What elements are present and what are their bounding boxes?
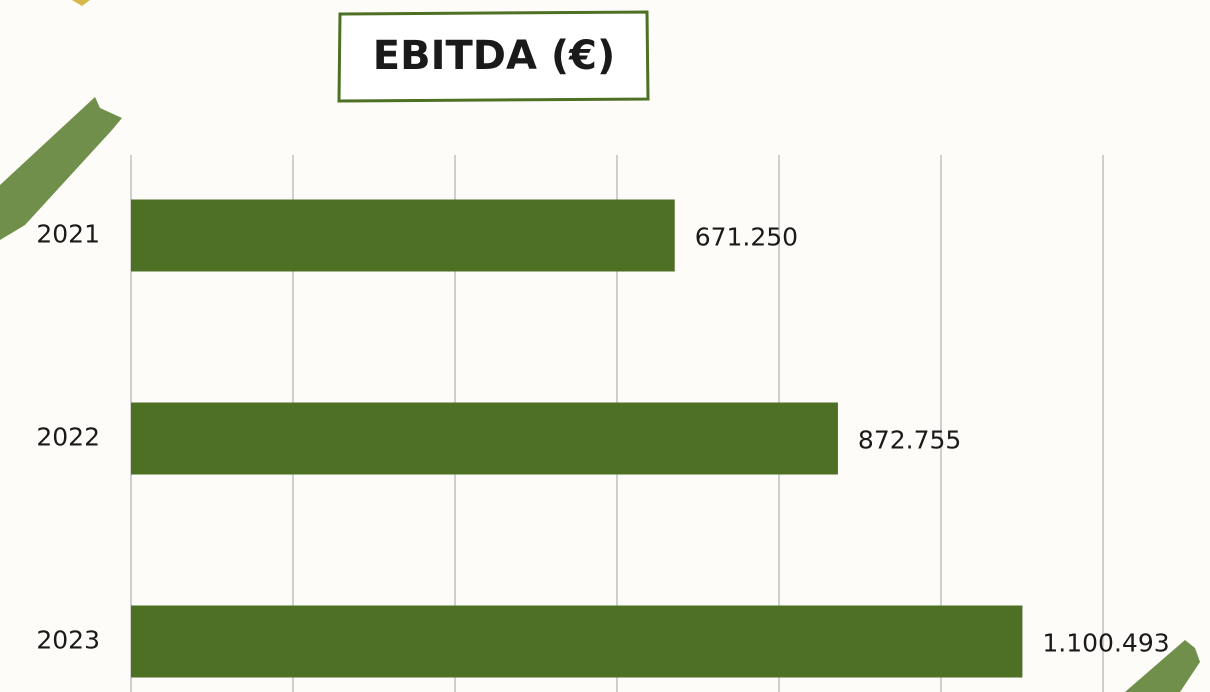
value-label: 1.100.493 (1042, 629, 1169, 658)
brush-stroke (1125, 640, 1200, 692)
value-label: 872.755 (858, 426, 961, 455)
brush-stroke (0, 97, 122, 240)
value-label: 671.250 (695, 223, 798, 252)
bar (131, 605, 1023, 678)
y-tick-label: 2021 (36, 220, 100, 249)
bar (131, 199, 675, 272)
bars: 2021 671.250 2022 872.755 2023 1.100.493 (36, 199, 1170, 678)
decoration (72, 0, 90, 6)
chart-title: EBITDA (€) (373, 33, 615, 79)
bar (131, 402, 838, 475)
title-box (337, 10, 650, 103)
y-tick-label: 2022 (36, 423, 100, 452)
y-tick-label: 2023 (36, 626, 100, 655)
